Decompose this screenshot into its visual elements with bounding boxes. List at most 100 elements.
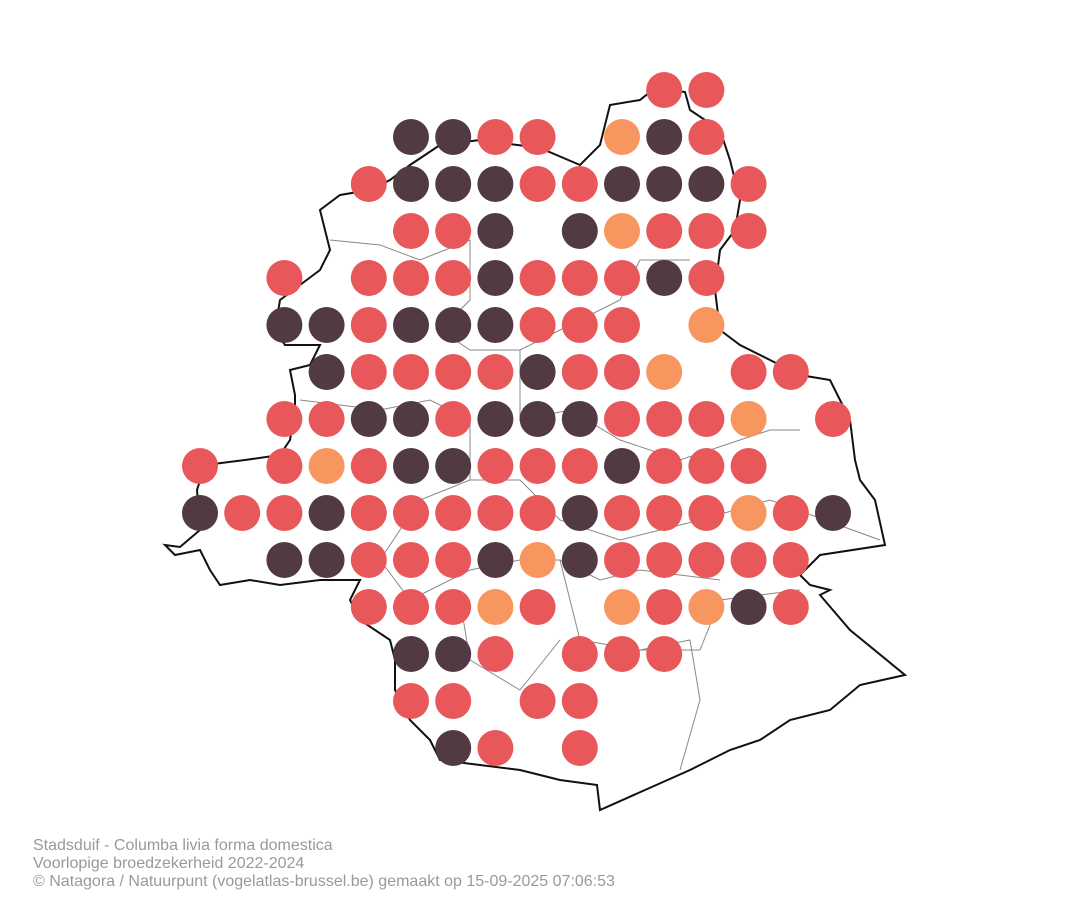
grid-dot	[435, 542, 472, 578]
grid-dot	[435, 260, 472, 296]
grid-dot	[477, 542, 514, 578]
grid-dot	[646, 72, 683, 108]
grid-dot	[561, 354, 598, 390]
grid-dot	[646, 495, 683, 531]
grid-dot	[646, 260, 683, 296]
grid-dot	[561, 683, 598, 719]
grid-dot	[350, 401, 387, 437]
grid-dot	[688, 72, 725, 108]
grid-dot	[519, 448, 556, 484]
grid-dot	[477, 166, 514, 202]
grid-dot	[730, 354, 767, 390]
grid-dot	[772, 495, 809, 531]
grid-dot	[350, 542, 387, 578]
grid-dot	[604, 166, 640, 202]
grid-dot	[688, 448, 725, 484]
grid-dot	[730, 213, 767, 249]
grid-dot	[393, 213, 429, 249]
grid-dot	[815, 401, 851, 437]
grid-dot	[604, 213, 640, 249]
grid-dot	[646, 589, 683, 625]
grid-dot	[435, 730, 472, 766]
grid-dot	[688, 260, 725, 296]
grid-dot	[435, 448, 472, 484]
grid-dot	[393, 307, 429, 343]
grid-dot	[561, 401, 598, 437]
grid-dot	[730, 401, 767, 437]
grid-dot	[435, 401, 472, 437]
grid-dot	[435, 495, 472, 531]
grid-dot	[393, 448, 429, 484]
grid-dot	[477, 307, 514, 343]
grid-dot	[688, 166, 725, 202]
caption-credit: © Natagora / Natuurpunt (vogelatlas-brus…	[33, 873, 615, 890]
grid-dot	[772, 354, 809, 390]
grid-dot	[646, 166, 683, 202]
grid-dot	[688, 401, 725, 437]
grid-dot	[646, 401, 683, 437]
caption-title: Stadsduif - Columba livia forma domestic…	[33, 837, 333, 854]
grid-dot	[561, 448, 598, 484]
grid-dot	[561, 166, 598, 202]
grid-dot	[646, 213, 683, 249]
grid-dot	[435, 589, 472, 625]
grid-dot	[477, 260, 514, 296]
grid-dot	[350, 448, 387, 484]
grid-dot	[477, 495, 514, 531]
grid-dot	[646, 636, 683, 672]
grid-dot	[730, 542, 767, 578]
grid-dot	[561, 213, 598, 249]
grid-dot	[519, 683, 556, 719]
grid-dot	[604, 307, 640, 343]
grid-dot	[646, 119, 683, 155]
grid-dot	[561, 542, 598, 578]
grid-dot	[435, 354, 472, 390]
grid-dot	[477, 636, 514, 672]
grid-dot	[519, 354, 556, 390]
grid-dot	[604, 119, 640, 155]
grid-dot	[730, 495, 767, 531]
grid-dot	[604, 542, 640, 578]
grid-dot	[266, 307, 303, 343]
grid-dot	[519, 495, 556, 531]
grid-dot	[688, 495, 725, 531]
grid-dot	[435, 119, 472, 155]
grid-dot	[772, 589, 809, 625]
grid-dot	[308, 307, 345, 343]
grid-dot	[730, 166, 767, 202]
grid-dot	[393, 119, 429, 155]
grid-dot	[308, 495, 345, 531]
grid-dot	[393, 260, 429, 296]
grid-dot	[519, 401, 556, 437]
grid-dot	[604, 448, 640, 484]
grid-dot	[477, 354, 514, 390]
grid-dot	[393, 542, 429, 578]
grid-dot	[688, 119, 725, 155]
grid-dot	[604, 636, 640, 672]
grid-dot	[266, 260, 303, 296]
grid-dot	[393, 166, 429, 202]
grid-dot	[266, 401, 303, 437]
grid-dot	[477, 448, 514, 484]
grid-dot	[182, 495, 218, 531]
grid-dot	[730, 448, 767, 484]
grid-dot	[561, 730, 598, 766]
grid-dot	[435, 166, 472, 202]
grid-dot	[477, 589, 514, 625]
grid-dot	[266, 542, 303, 578]
grid-dot	[477, 730, 514, 766]
grid-dot	[519, 542, 556, 578]
grid-dot	[519, 260, 556, 296]
grid-dot	[604, 354, 640, 390]
grid-dot	[393, 401, 429, 437]
grid-dot	[646, 448, 683, 484]
grid-dot	[308, 354, 345, 390]
grid-dot	[604, 589, 640, 625]
grid-dot	[350, 495, 387, 531]
grid-dot	[350, 354, 387, 390]
grid-dot	[646, 542, 683, 578]
grid-dot	[182, 448, 218, 484]
grid-dot	[393, 495, 429, 531]
grid-dot	[350, 307, 387, 343]
